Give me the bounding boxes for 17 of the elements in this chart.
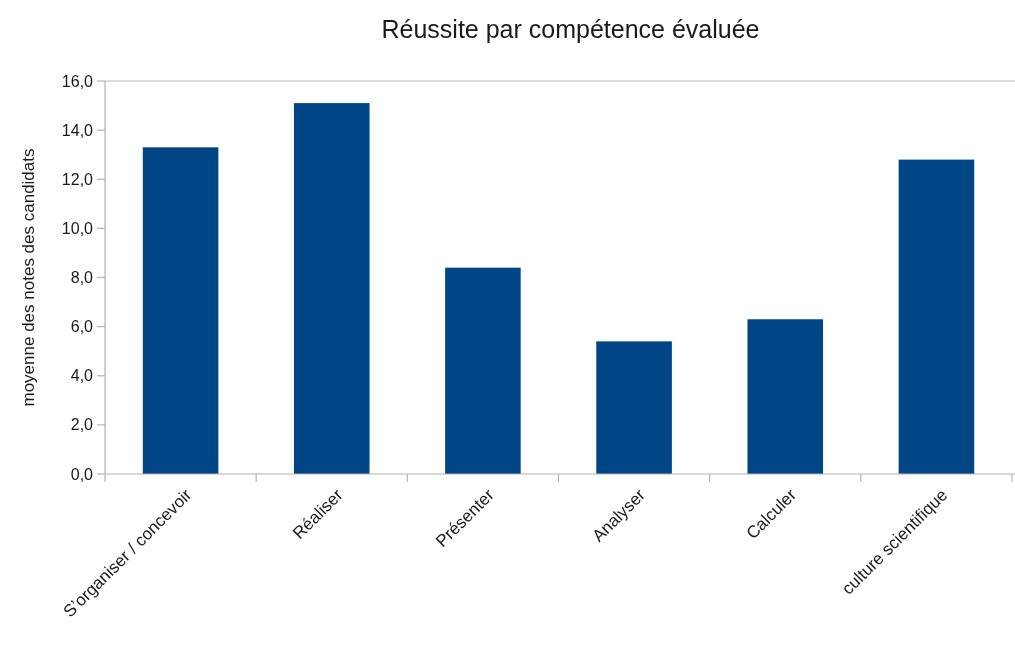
y-tick-label: 14,0	[61, 121, 94, 139]
y-axis-title: moyenne des notes des candidats	[19, 148, 38, 407]
y-tick-label: 10,0	[61, 219, 94, 237]
chart-title: Réussite par compétence évaluée	[381, 15, 760, 43]
bar	[445, 267, 521, 474]
bar	[898, 159, 975, 474]
bar	[142, 147, 219, 474]
y-tick-label: 6,0	[70, 318, 94, 336]
y-tick-label: 2,0	[70, 416, 94, 434]
y-tick-label: 8,0	[70, 269, 94, 287]
y-tick-label: 0,0	[70, 465, 94, 483]
bar	[293, 103, 370, 474]
y-tick-label: 16,0	[61, 72, 94, 90]
bar	[596, 341, 672, 474]
y-tick-label: 4,0	[70, 367, 94, 385]
bar	[747, 319, 824, 474]
y-tick-label: 12,0	[61, 170, 94, 188]
